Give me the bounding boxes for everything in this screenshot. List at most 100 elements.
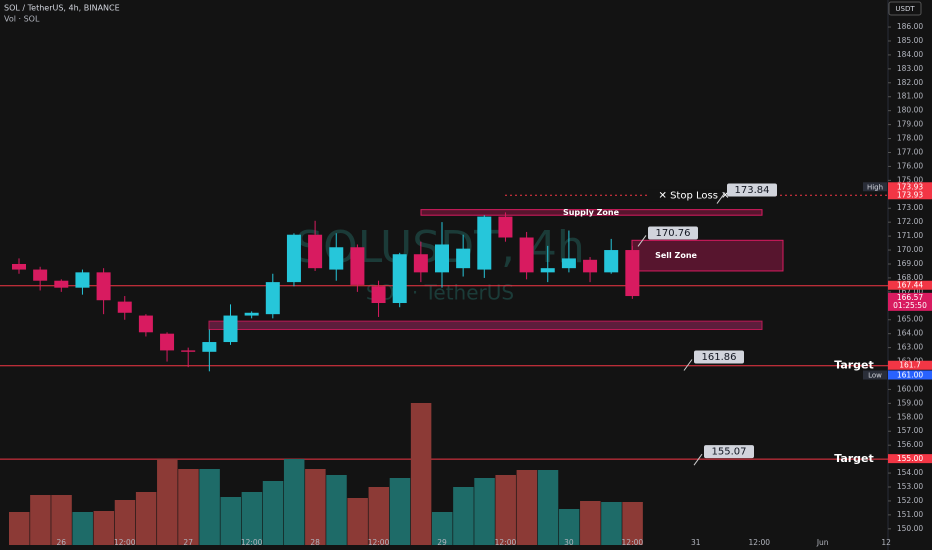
y-tick-label: 163.00	[897, 343, 923, 352]
callout-box	[694, 350, 744, 364]
volume-bar	[241, 492, 263, 545]
x-tick-label: 12:00	[114, 538, 136, 547]
x-tick-label: 29	[437, 538, 447, 547]
y-tick-label: 178.00	[897, 134, 923, 143]
volume-bar	[305, 469, 326, 545]
y-tick-label: 185.00	[897, 36, 923, 45]
currency-button[interactable]	[888, 1, 922, 16]
x-tick-label: 12:00	[622, 538, 644, 547]
x-tick-label: 26	[57, 538, 67, 547]
volume-bar	[453, 487, 474, 545]
axis-tag-label: 167.44	[897, 281, 923, 290]
volume-bar	[157, 459, 178, 545]
candle-body	[223, 315, 238, 343]
axis-tag-bg	[888, 292, 932, 311]
candle-body	[392, 254, 407, 304]
countdown: 01:25:50	[893, 301, 927, 310]
y-tick-label: 179.00	[897, 120, 923, 129]
x-tick-label: 12:00	[748, 538, 770, 547]
volume-bar	[347, 498, 368, 545]
candle-body	[477, 216, 492, 270]
y-tick-label: 172.00	[897, 217, 923, 226]
y-tick-label: 164.00	[897, 329, 923, 338]
candle-body	[96, 272, 111, 301]
volume-bar	[474, 478, 495, 545]
axis-tag-label: 155.00	[897, 454, 923, 463]
stop-loss-bg	[648, 189, 740, 202]
y-tick-label: 158.00	[897, 412, 923, 421]
volume-bar	[199, 469, 220, 545]
y-tick-label: 167.00	[897, 287, 923, 296]
axis-tag-tag: Low	[868, 371, 882, 379]
y-tick-label: 173.00	[897, 203, 923, 212]
candle-body	[350, 247, 365, 285]
volume-bar	[262, 481, 284, 545]
volume-bar	[601, 502, 622, 545]
axis-tag-bg	[888, 454, 932, 464]
y-tick-label: 177.00	[897, 147, 923, 156]
candle-body	[329, 247, 344, 270]
zone	[631, 239, 784, 272]
y-tick-label: 160.00	[897, 384, 923, 393]
y-tick-label: 181.00	[897, 92, 923, 101]
candle-body	[540, 268, 555, 273]
axis-tag-label: 161.00	[897, 370, 923, 379]
y-tick-label: 186.00	[897, 22, 923, 31]
zone-label: Supply Zone	[563, 208, 620, 217]
x-tick-label: 12:00	[495, 538, 517, 547]
y-tick-label: 184.00	[897, 50, 923, 59]
y-tick-label: 182.00	[897, 78, 923, 87]
candle-body	[625, 250, 640, 297]
candle-body	[519, 237, 534, 273]
x-tick-label: 30	[564, 538, 574, 547]
y-tick-label: 180.00	[897, 106, 923, 115]
y-tick-label: 154.00	[897, 468, 923, 477]
symbol-title: SOL / TetherUS, 4h, BINANCE	[4, 4, 120, 13]
volume-bar	[114, 500, 136, 545]
currency-label[interactable]: USDT	[895, 5, 915, 13]
callout-box	[648, 226, 698, 240]
stop-loss-label: ✕ Stop Loss ✕	[659, 190, 730, 201]
candle-body	[371, 286, 386, 304]
axis-tag-tag-bg	[863, 182, 887, 192]
volume-bar	[558, 509, 580, 545]
candle-body	[12, 263, 26, 270]
y-tick-label: 169.00	[897, 259, 923, 268]
candle-body	[456, 248, 471, 269]
axis-tag-label: 166.57	[897, 293, 923, 302]
candle-body	[202, 342, 217, 352]
candle-body	[604, 250, 619, 273]
zone-label: Sell Zone	[655, 251, 697, 260]
y-tick-label: 176.00	[897, 161, 923, 170]
y-tick-label: 153.00	[897, 482, 923, 491]
callout-pointer	[716, 192, 726, 204]
axis-tag-bg	[888, 182, 932, 192]
callout-pointer	[683, 359, 693, 371]
y-tick-label: 159.00	[897, 398, 923, 407]
axis-tag-bg	[888, 280, 932, 290]
axis-tag-tag: High	[867, 183, 883, 191]
volume-bar	[9, 512, 30, 545]
axis-tag-bg	[888, 370, 932, 380]
candle-body	[498, 216, 513, 238]
x-tick-label: 12:00	[368, 538, 390, 547]
y-tick-label: 152.00	[897, 496, 923, 505]
candle-body	[286, 234, 301, 283]
candle-body	[160, 333, 175, 351]
volume-bar	[495, 475, 516, 545]
volume-bar	[72, 512, 93, 545]
y-tick-label: 156.00	[897, 440, 923, 449]
volume-bar	[537, 470, 559, 545]
volume-bar	[326, 475, 347, 545]
candle-body	[561, 258, 576, 269]
candle-body	[265, 282, 280, 315]
volume-bar	[516, 470, 538, 545]
volume-bar	[30, 495, 51, 545]
candle-body	[308, 234, 323, 269]
axis-tag-tag-bg	[863, 370, 887, 380]
axis-tag-bg	[888, 360, 932, 370]
volume-title: Vol · SOL	[4, 15, 40, 24]
callout-label: 155.07	[712, 447, 747, 458]
